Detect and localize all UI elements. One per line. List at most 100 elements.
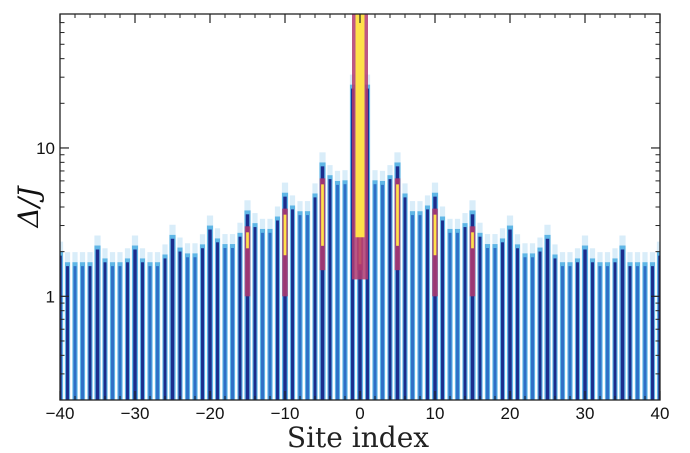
cell-mid	[66, 266, 69, 400]
y-tick-labels: 1 10	[36, 139, 55, 306]
site-stripe	[544, 224, 551, 400]
cell-mid	[320, 166, 325, 400]
cell-halo	[394, 152, 401, 163]
cell-halo	[192, 243, 198, 254]
cell-halo	[581, 235, 589, 246]
site-stripe	[394, 152, 401, 400]
cell-halo	[604, 252, 611, 263]
cell-mid	[493, 248, 497, 400]
cell-mid	[628, 266, 632, 400]
site-stripe	[244, 200, 251, 400]
site-stripe	[169, 224, 176, 400]
site-stripe	[289, 195, 296, 400]
cell-mid	[508, 229, 512, 400]
cell-mid	[531, 257, 534, 400]
site-stripe	[312, 183, 318, 400]
cell-mid	[261, 232, 264, 400]
cell-halo	[402, 183, 408, 194]
site-stripe	[79, 252, 86, 400]
site-stripe	[342, 170, 348, 400]
site-stripe	[214, 228, 221, 400]
cell-mid	[156, 266, 159, 400]
x-tick-label: −20	[196, 404, 225, 423]
cell-mid	[658, 255, 660, 400]
cell-halo	[462, 213, 468, 224]
cell-halo	[94, 235, 101, 246]
cell-high	[469, 226, 476, 297]
cell-mid	[163, 258, 167, 400]
cell-halo	[252, 213, 258, 224]
cell-halo	[447, 218, 453, 229]
site-stripe	[529, 243, 536, 400]
cell-mid	[186, 257, 189, 400]
cell-halo	[379, 170, 386, 181]
site-stripe	[597, 252, 603, 400]
cell-halo	[297, 201, 303, 212]
cell-halo	[229, 234, 236, 245]
site-stripe	[514, 234, 521, 400]
site-stripe	[327, 165, 333, 400]
cell-mid	[193, 257, 197, 400]
cell-mid	[148, 266, 152, 400]
site-stripe	[147, 252, 153, 400]
cell-halo	[612, 248, 618, 259]
cell-mid	[441, 220, 444, 400]
cell-mid	[403, 197, 407, 400]
x-tick-label: 20	[501, 404, 520, 423]
site-stripe	[552, 244, 558, 400]
cell-halo	[274, 206, 281, 217]
site-stripe	[72, 252, 78, 400]
cell-mid	[373, 184, 377, 400]
cell-mid	[201, 248, 204, 400]
cell-mid	[88, 266, 92, 400]
cell-peak	[471, 232, 474, 249]
cell-peak	[283, 214, 287, 256]
cell-halo	[439, 206, 446, 217]
cell-mid	[613, 262, 617, 400]
cell-halo	[199, 234, 206, 245]
cell-halo	[131, 235, 139, 246]
site-stripe	[462, 213, 468, 400]
site-stripe	[177, 237, 183, 400]
site-stripe	[124, 248, 131, 400]
cell-halo	[102, 248, 108, 259]
x-tick-label: 30	[576, 404, 595, 423]
cell-high	[244, 226, 251, 297]
site-stripe	[297, 201, 303, 400]
cell-mid	[568, 266, 572, 400]
site-stripe	[492, 234, 498, 400]
site-stripe	[64, 252, 71, 400]
cell-halo	[619, 235, 626, 246]
axis-ticks	[59, 13, 661, 401]
cell-halo	[124, 248, 131, 259]
cell-mid	[291, 209, 294, 400]
cell-mid	[561, 266, 564, 400]
site-stripe	[109, 252, 116, 400]
cell-mid	[545, 238, 550, 400]
cell-mid	[238, 236, 242, 400]
cell-halo	[544, 224, 551, 235]
cell-halo	[477, 222, 483, 233]
cell-halo	[424, 195, 431, 206]
cell-halo	[649, 252, 656, 263]
site-stripe	[162, 244, 168, 400]
cell-halo	[64, 252, 71, 263]
site-stripe	[581, 235, 589, 400]
cell-mid	[501, 242, 504, 400]
cell-halo	[206, 215, 214, 226]
cell-mid	[591, 262, 594, 400]
cell-halo	[597, 252, 603, 263]
cell-mid	[268, 232, 272, 400]
cell-halo	[469, 200, 476, 211]
site-stripe	[656, 241, 660, 400]
cell-halo	[574, 248, 581, 259]
site-stripe	[267, 218, 273, 400]
cell-mid	[523, 257, 527, 400]
cell-halo	[454, 218, 461, 229]
cell-mid	[448, 232, 452, 400]
cell-halo	[642, 252, 648, 263]
cell-halo	[589, 248, 596, 259]
cell-mid	[208, 229, 212, 400]
cell-mid	[538, 251, 542, 400]
